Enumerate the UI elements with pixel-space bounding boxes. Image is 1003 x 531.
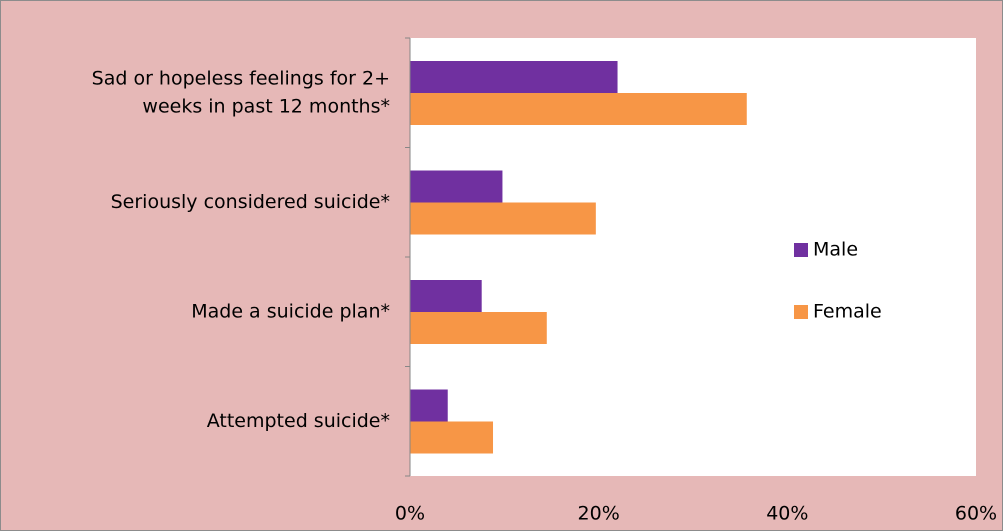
x-tick-label: 60% <box>955 503 997 525</box>
category-label: Made a suicide plan* <box>191 300 390 322</box>
category-label: Seriously considered suicide* <box>111 191 390 213</box>
bar-male-2 <box>410 280 482 312</box>
category-label: Attempted suicide* <box>207 410 390 432</box>
x-tick-label: 40% <box>766 503 808 525</box>
bars-layer <box>410 61 747 454</box>
bar-female-2 <box>410 312 547 344</box>
bar-female-1 <box>410 202 596 235</box>
bar-male-3 <box>410 389 448 422</box>
legend-swatch-female <box>794 305 808 319</box>
category-label: weeks in past 12 months* <box>142 95 390 117</box>
x-tick-labels: 0% 20% 40% 60% <box>395 503 997 525</box>
legend-label-female: Female <box>813 301 882 323</box>
legend-swatch-male <box>794 243 808 257</box>
x-tick-label: 0% <box>395 503 425 525</box>
category-label: Sad or hopeless feelings for 2+ <box>92 67 390 89</box>
category-labels: Sad or hopeless feelings for 2+ weeks in … <box>92 67 390 432</box>
legend-label-male: Male <box>813 239 858 261</box>
bar-female-0 <box>410 93 747 125</box>
bar-male-0 <box>410 61 618 93</box>
bar-male-1 <box>410 170 503 203</box>
x-tick-label: 20% <box>578 503 620 525</box>
axis-layer <box>405 37 411 477</box>
bar-female-3 <box>410 421 494 454</box>
legend: Male Female <box>794 239 882 323</box>
